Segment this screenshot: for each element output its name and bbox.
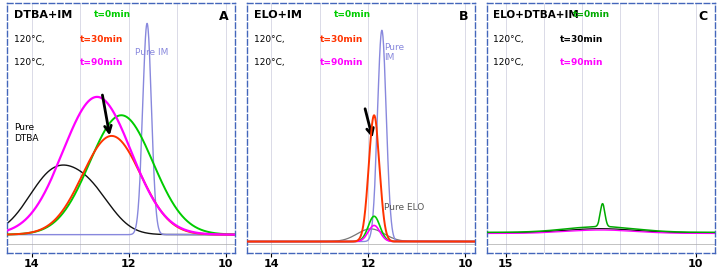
Text: t=30min: t=30min bbox=[80, 35, 123, 44]
Text: Pure IM: Pure IM bbox=[135, 48, 168, 57]
Text: t=0min: t=0min bbox=[573, 10, 610, 19]
Text: 120°C,: 120°C, bbox=[253, 58, 287, 67]
Text: Pure
DTBA: Pure DTBA bbox=[14, 123, 38, 142]
Text: t=90min: t=90min bbox=[320, 58, 363, 67]
Text: t=90min: t=90min bbox=[80, 58, 123, 67]
Text: 120°C,: 120°C, bbox=[493, 35, 527, 44]
Text: ELO+DTBA+IM: ELO+DTBA+IM bbox=[493, 10, 579, 20]
Text: 120°C,: 120°C, bbox=[14, 35, 48, 44]
Text: t=90min: t=90min bbox=[560, 58, 603, 67]
Text: Pure ELO: Pure ELO bbox=[384, 204, 424, 213]
Text: t=30min: t=30min bbox=[320, 35, 363, 44]
Text: Pure
IM: Pure IM bbox=[384, 43, 404, 62]
Text: C: C bbox=[699, 10, 708, 23]
Text: B: B bbox=[458, 10, 469, 23]
Text: 120°C,: 120°C, bbox=[14, 58, 48, 67]
Text: DTBA+IM: DTBA+IM bbox=[14, 10, 72, 20]
Text: t=30min: t=30min bbox=[560, 35, 603, 44]
Text: 120°C,: 120°C, bbox=[253, 35, 287, 44]
Text: 120°C,: 120°C, bbox=[493, 58, 527, 67]
Text: t=0min: t=0min bbox=[334, 10, 370, 19]
Text: A: A bbox=[219, 10, 229, 23]
Text: t=0min: t=0min bbox=[94, 10, 131, 19]
Text: ELO+IM: ELO+IM bbox=[253, 10, 302, 20]
